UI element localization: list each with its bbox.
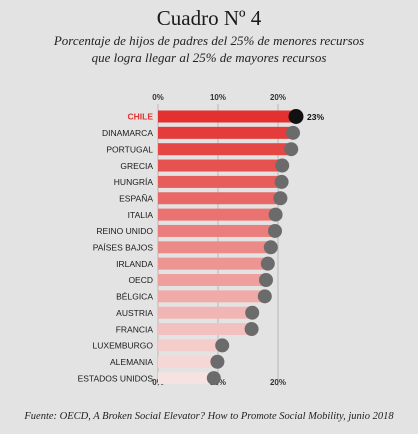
category-label: ALEMANIA [110,357,153,367]
bar [158,355,218,368]
bar [158,192,281,205]
category-label: CHILE [128,112,154,122]
x-tick-label-bottom: 20% [270,378,286,387]
value-dot [263,240,278,255]
bar [158,306,253,319]
x-tick-label-top: 10% [210,93,226,102]
x-tick-label-top: 0% [152,93,164,102]
source-note: Fuente: OECD, A Broken Social Elevator? … [24,411,394,422]
value-dot [260,256,275,271]
bar [158,372,214,385]
x-tick-label-top: 20% [270,93,286,102]
value-dot [286,125,300,140]
category-label: GRECIA [120,161,153,171]
category-label: BÉLGICA [116,292,153,302]
value-dot [245,305,260,320]
category-label: REINO UNIDO [96,226,153,236]
data-label: 23% [307,112,324,122]
value-dot [273,191,288,206]
bar [158,241,271,254]
bar [158,143,292,156]
bar [158,290,265,303]
chart-subtitle-line-2: que logra llegar al 25% de mayores recur… [91,50,327,65]
category-label: DINAMARCA [102,128,153,138]
bar [158,323,252,336]
value-dot [206,371,221,386]
bar [158,208,276,221]
value-dot [288,109,304,124]
value-dot [215,338,230,353]
chart-title: Cuadro Nº 4 [156,6,262,30]
category-label: ESTADOS UNIDOS [78,373,154,383]
category-label: IRLANDA [116,259,153,269]
bar [158,224,275,237]
value-dot [274,174,289,189]
bar [158,159,283,172]
category-label: LUXEMBURGO [93,341,154,351]
value-dot [210,354,225,369]
category-label: PORTUGAL [106,144,153,154]
value-dot [259,273,273,287]
bar [158,175,282,188]
bar [158,110,296,123]
value-dot [268,223,282,238]
bar [158,257,268,270]
category-label: PAÍSES BAJOS [93,243,154,253]
bar [158,339,223,352]
value-dot [257,289,272,304]
value-dot [268,207,283,222]
category-label: FRANCIA [116,324,154,334]
category-label: HUNGRÍA [114,177,154,187]
category-label: AUSTRIA [116,308,153,318]
value-dot [284,142,299,157]
chart-subtitle-line-1: Porcentaje de hijos de padres del 25% de… [53,33,365,48]
value-dot [244,322,259,337]
bar [158,274,266,286]
category-label: ITALIA [128,210,154,220]
bar [158,126,293,139]
category-label: ESPAÑA [119,193,153,203]
category-label: OECD [128,275,153,285]
value-dot [275,158,290,173]
